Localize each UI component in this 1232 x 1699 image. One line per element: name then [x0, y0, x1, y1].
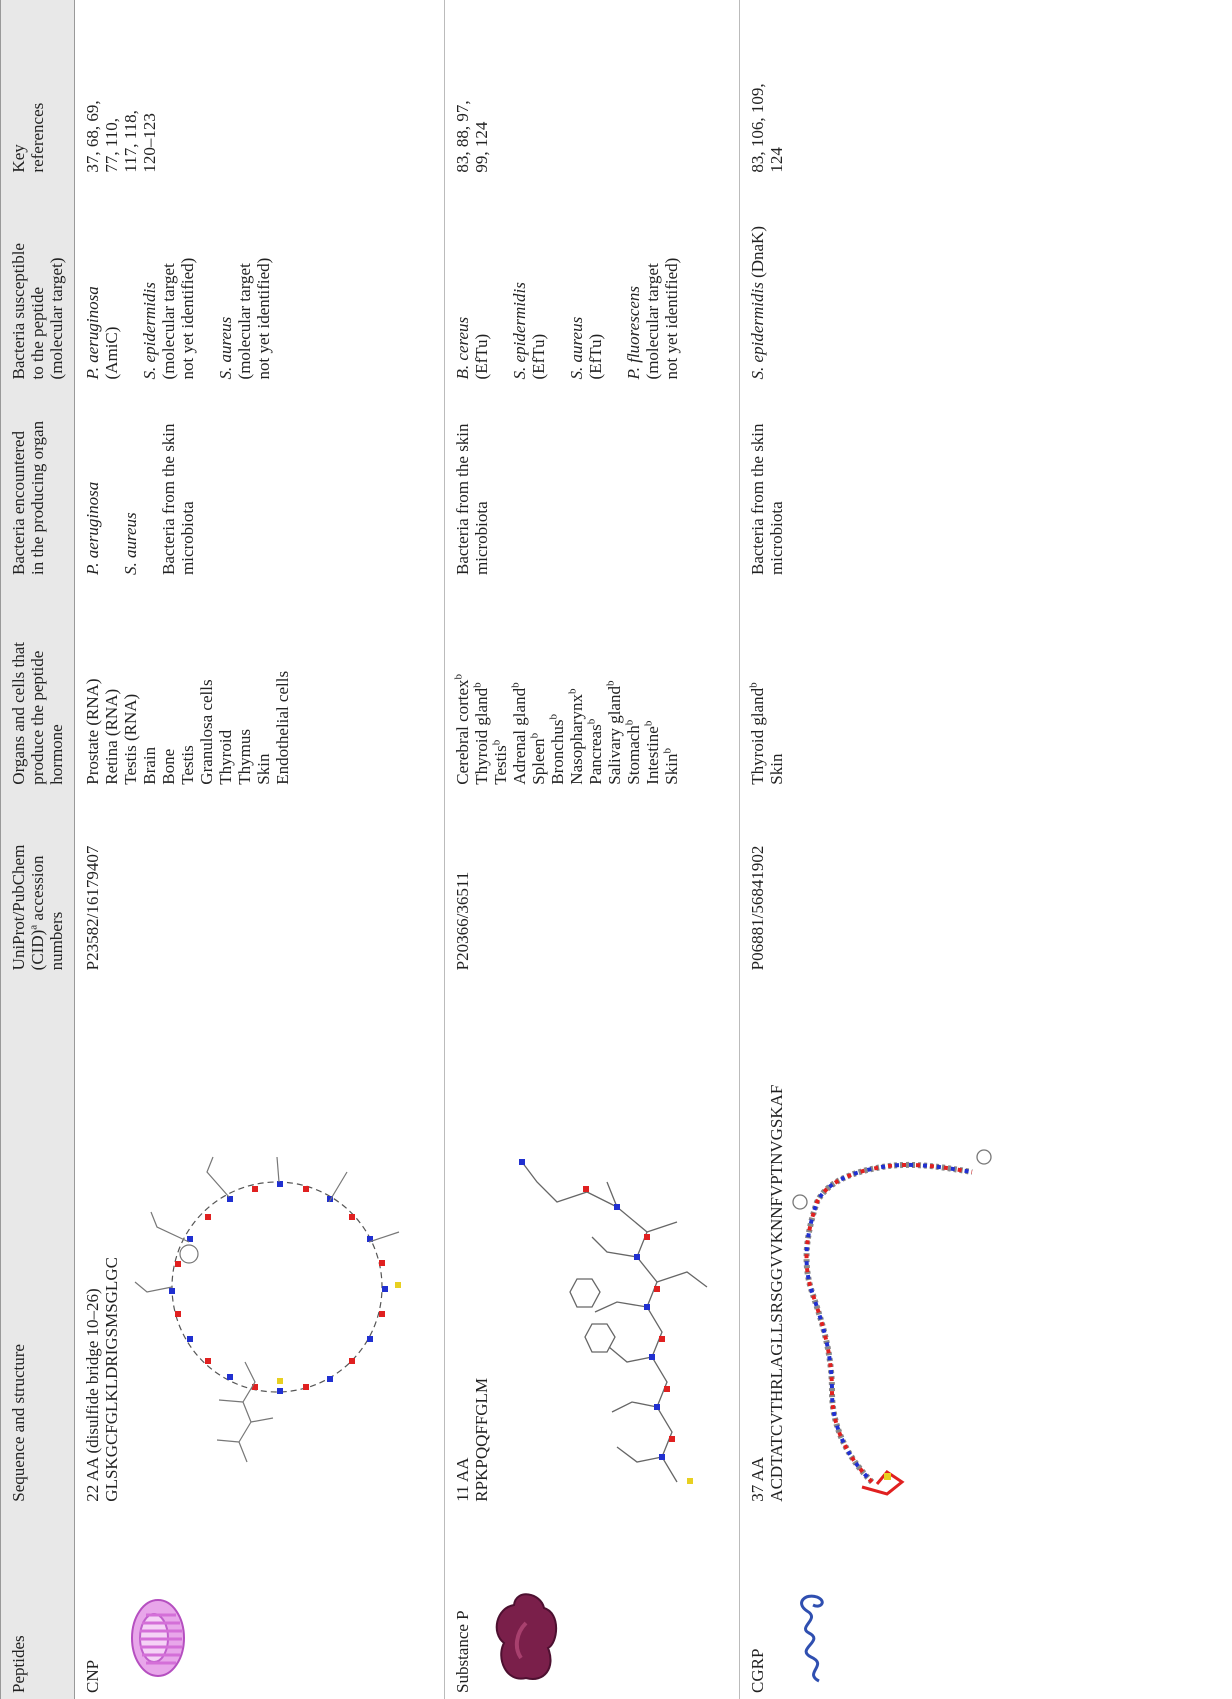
peptide-name-cnp: CNP [83, 1659, 102, 1693]
cgrp-references: 83, 106, 109, 124 [739, 0, 1014, 179]
cgrp-3d-structure-icon [800, 1594, 824, 1683]
header-peptides: Peptides [0, 1507, 75, 1699]
substance-p-organs: Cerebral cortexb Thyroid glandb Testisb … [444, 581, 740, 791]
header-references: Key references [0, 0, 75, 179]
substance-p-sequence: RPKPQQFFGLM [472, 1377, 491, 1502]
peptide-name-substance-p: Substance P [453, 1610, 472, 1693]
cnp-organs: Prostate (RNA) Retina (RNA) Testis (RNA) B… [83, 670, 292, 785]
header-bacteria-encountered: Bacteria encountered in the producing org… [0, 385, 75, 581]
header-sequence: Sequence and structure [0, 976, 75, 1508]
cgrp-molecule-structure-icon [792, 1149, 992, 1496]
substance-p-sequence-length: 11 AA [453, 1457, 472, 1502]
cgrp-bacteria-susceptible: S. epidermidis (DnaK) [739, 178, 1014, 386]
cnp-references: 37, 68, 69, 77, 110, 117, 118, 120–123 [83, 100, 159, 173]
header-accession: UniProt/PubChem (CID)a accession numbers [0, 790, 75, 977]
substance-p-3d-structure-icon [495, 1593, 558, 1680]
table-row-substance-p: Substance P 11 AA RPKPQQFFGLM [444, 0, 740, 1699]
peptide-name-cgrp: CGRP [748, 1648, 767, 1693]
cgrp-organs: Thyroid glandb Skin [739, 581, 1014, 791]
cnp-bacteria-encountered: P. aeruginosa S. aureus Bacteria from th… [83, 423, 197, 575]
cgrp-accession: P06881/56841902 [739, 790, 1014, 977]
substance-p-bacteria-susceptible: B. cereus (EfTu) S. epidermidis (EfTu) S… [444, 178, 740, 386]
cnp-3d-structure-icon [131, 1599, 185, 1677]
substance-p-references: 83, 88, 97, 99, 124 [444, 0, 740, 179]
cnp-sequence: GLSKGCFGLKLDRIGSMSGLGC [102, 1257, 121, 1502]
table-header-row: Peptides Sequence and structure UniProt/… [0, 0, 75, 1699]
table-row-cnp: CNP 22 AA (disulfide bridge 10–26) GLSKG… [75, 0, 445, 1699]
header-organs: Organs and cells that produce the peptide… [0, 581, 75, 791]
cnp-molecule-structure-icon [134, 1156, 401, 1462]
cgrp-bacteria-encountered: Bacteria from the skin microbiota [739, 385, 1014, 581]
cgrp-sequence: ACDTATCVTHRLAGLLSRSGGVVKNNFVPTNVGSKAF [767, 1084, 786, 1502]
substance-p-molecule-structure-icon [519, 1158, 708, 1484]
cnp-bacteria-susceptible: P. aeruginosa (AmiC) S. epidermidis (mol… [83, 257, 273, 380]
cgrp-sequence-length: 37 AA [748, 1456, 767, 1502]
substance-p-accession: P20366/36511 [444, 790, 740, 977]
peptide-table: Peptides Sequence and structure UniProt/… [0, 0, 1014, 1699]
header-bacteria-susceptible: Bacteria susceptible to the peptide (molec… [0, 178, 75, 386]
substance-p-bacteria-encountered: Bacteria from the skin microbiota [444, 385, 740, 581]
cnp-accession: P23582/16179407 [83, 845, 102, 971]
table-row-cgrp: CGRP 37 AA ACDTATCVTHRLAGLLSRSGGVVKNNFVP… [739, 0, 1014, 1699]
cnp-sequence-length: 22 AA (disulfide bridge 10–26) [83, 1288, 102, 1502]
